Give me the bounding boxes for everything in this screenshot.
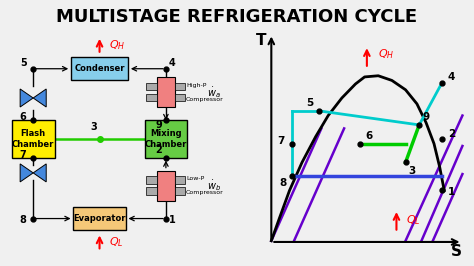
Text: 3: 3: [90, 122, 97, 132]
Text: T: T: [255, 33, 266, 48]
Text: 2: 2: [447, 129, 455, 139]
Text: Low-P: Low-P: [186, 176, 204, 181]
Polygon shape: [33, 164, 46, 182]
Text: 9: 9: [423, 112, 430, 122]
Text: 6: 6: [366, 131, 373, 141]
FancyBboxPatch shape: [73, 207, 126, 230]
Text: $Q_L$: $Q_L$: [109, 235, 124, 249]
Text: 4: 4: [168, 59, 175, 68]
FancyBboxPatch shape: [146, 94, 157, 101]
FancyBboxPatch shape: [157, 77, 175, 107]
FancyBboxPatch shape: [175, 83, 185, 90]
Text: 4: 4: [447, 72, 455, 82]
FancyBboxPatch shape: [12, 120, 55, 158]
Text: Compressor: Compressor: [186, 190, 224, 195]
FancyBboxPatch shape: [145, 120, 187, 158]
Text: $Q_H$: $Q_H$: [378, 47, 395, 61]
FancyBboxPatch shape: [146, 177, 157, 184]
Text: 3: 3: [408, 166, 415, 176]
Text: 7: 7: [19, 150, 26, 160]
Polygon shape: [33, 89, 46, 107]
Text: $Q_L$: $Q_L$: [406, 213, 420, 227]
Text: Evaporator: Evaporator: [73, 214, 126, 223]
Polygon shape: [20, 164, 33, 182]
FancyBboxPatch shape: [175, 188, 185, 195]
Text: Compressor: Compressor: [186, 97, 224, 102]
Text: Flash
Chamber: Flash Chamber: [12, 129, 55, 149]
Text: 8: 8: [19, 215, 26, 225]
Text: S: S: [451, 244, 462, 259]
Text: $\dot{w}_a$: $\dot{w}_a$: [207, 85, 221, 99]
Text: 9: 9: [155, 120, 162, 130]
Text: MULTISTAGE REFRIGERATION CYCLE: MULTISTAGE REFRIGERATION CYCLE: [56, 8, 418, 26]
Polygon shape: [20, 89, 33, 107]
FancyBboxPatch shape: [157, 171, 175, 201]
Text: 1: 1: [447, 187, 455, 197]
Text: 6: 6: [19, 112, 26, 122]
FancyBboxPatch shape: [71, 57, 128, 80]
FancyBboxPatch shape: [146, 83, 157, 90]
Text: 1: 1: [168, 215, 175, 225]
FancyBboxPatch shape: [175, 94, 185, 101]
Text: $\dot{w}_b$: $\dot{w}_b$: [207, 178, 221, 193]
Text: 7: 7: [277, 136, 284, 146]
Text: 5: 5: [307, 98, 314, 108]
Text: Condenser: Condenser: [74, 64, 125, 73]
FancyBboxPatch shape: [175, 177, 185, 184]
Text: 8: 8: [279, 178, 286, 188]
FancyBboxPatch shape: [146, 188, 157, 195]
Text: 2: 2: [155, 145, 162, 155]
Text: $Q_H$: $Q_H$: [109, 38, 126, 52]
Text: High-P: High-P: [186, 83, 206, 88]
Text: Mixing
Chamber: Mixing Chamber: [145, 129, 187, 149]
Text: 5: 5: [20, 59, 27, 68]
